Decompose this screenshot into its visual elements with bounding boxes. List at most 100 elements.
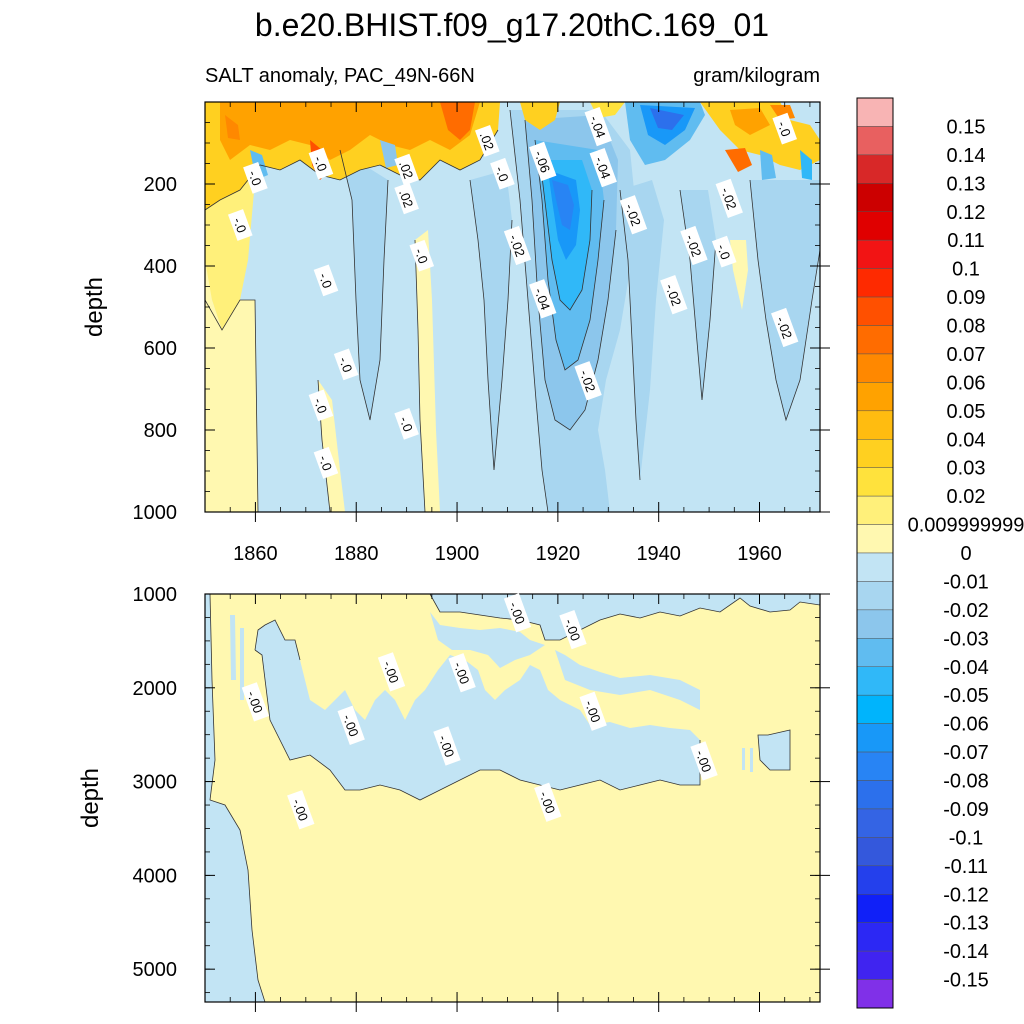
contour-label: -.0 [772, 112, 798, 145]
colorbar-label: 0.14 [947, 145, 986, 167]
lower-contour-labels: -.00 -.00 -.00 -.00 -.00 -.00 -.00 -.00 -.00 -.00… [241, 593, 718, 830]
colorbar-label: -0.04 [943, 657, 989, 679]
colorbar-label: 0.06 [947, 372, 986, 394]
colorbar-label: -0.15 [943, 970, 989, 992]
colorbar-label: -0.1 [949, 827, 983, 849]
colorbar-swatch [856, 609, 894, 639]
colorbar-label: -0.09 [943, 799, 989, 821]
colorbar-label: 0.13 [947, 173, 986, 195]
colorbar-label: 0.09 [947, 287, 986, 309]
contour-label-text: .02 [396, 187, 416, 209]
contour-label: .02 [394, 182, 419, 215]
colorbar-swatch [856, 581, 894, 611]
contour-label-background [584, 106, 612, 147]
contour-label: -.0 [243, 161, 268, 194]
contour-label-text: -.0 [316, 453, 335, 472]
contour-label-text: -.00 [693, 748, 715, 774]
lower-y-tick-label: 1000 [133, 584, 178, 606]
colorbar-swatches [856, 97, 894, 1009]
colorbar-swatch [856, 723, 894, 753]
colorbar-swatch [856, 751, 894, 781]
colorbar-label: 0.009999999 [908, 515, 1024, 537]
colorbar-label: -0.14 [943, 941, 989, 963]
colorbar: 0.15 0.14 0.13 0.12 0.11 0.1 0.09 0.08 0.07 0.06 0… [856, 97, 1024, 1009]
contour-label: -.00 [579, 691, 607, 731]
contour-label: -.00 [690, 741, 718, 781]
colorbar-label: -0.02 [943, 600, 989, 622]
colorbar-swatch [856, 638, 894, 667]
contour-label: -.0 [308, 389, 334, 422]
colorbar-swatch [856, 126, 894, 156]
colorbar-label: -0.03 [943, 628, 989, 650]
colorbar-swatch [856, 382, 894, 412]
colorbar-swatch [856, 410, 894, 440]
colorbar-swatch [856, 808, 894, 838]
contour-label-text: -.02 [683, 233, 705, 259]
x-tick-label: 1900 [435, 543, 480, 565]
contour-label: -.0 [308, 147, 334, 180]
contour-label-background [559, 609, 587, 650]
contour-label-background [771, 307, 799, 348]
contour-label-text: -.0 [714, 242, 733, 261]
upper-axis-ticks: 200 400 600 800 1000 [133, 101, 830, 524]
colorbar-swatch [856, 666, 894, 696]
upper-contour-field [205, 102, 820, 512]
x-axis-tick-labels: 1860 1880 1900 1920 1940 1960 [233, 543, 782, 565]
contour-label-text: -.0 [336, 355, 355, 374]
lower-y-tick-label: 4000 [133, 865, 178, 887]
upper-contour-labels: -.04 -.0 .02 -.06 -.0 .02 -.04 -.0 -.0 .02 -.02 -.0… [227, 106, 799, 479]
contour-label-text: -.0 [492, 164, 511, 183]
x-tick-label: 1860 [233, 543, 278, 565]
contour-label-text: -.0 [311, 154, 330, 173]
contour-label-background [579, 691, 607, 731]
contour-label: -.0 [313, 446, 339, 479]
colorbar-label: -0.06 [943, 714, 989, 736]
colorbar-swatch [856, 97, 894, 127]
lower-axis-ticks: 1000 2000 3000 4000 5000 [133, 584, 830, 1012]
contour-label-text: -.04 [592, 155, 614, 181]
colorbar-swatch [856, 439, 894, 468]
colorbar-swatch [856, 183, 894, 212]
colorbar-swatch [856, 837, 894, 867]
colorbar-label: 0.11 [947, 230, 984, 252]
contour-label-background [433, 726, 461, 766]
contour-label-background [337, 705, 365, 745]
lower-plot-frame [204, 593, 821, 1003]
contour-label-background [690, 741, 718, 781]
colorbar-label: -0.13 [943, 913, 989, 935]
contour-label-background [287, 790, 315, 830]
colorbar-swatch [856, 552, 894, 582]
colorbar-swatch [856, 865, 894, 895]
colorbar-frame [856, 97, 894, 1009]
contour-label: -.00 [433, 726, 461, 766]
contour-label-background [660, 275, 688, 315]
contour-label-background [619, 195, 648, 235]
contour-label-text: -.02 [577, 368, 599, 394]
contour-label-background [377, 652, 406, 692]
contour-label: -.0 [333, 348, 359, 381]
contour-label-text: -.0 [775, 119, 794, 138]
contour-label-background [333, 348, 359, 381]
lower-contour-field [205, 594, 820, 1002]
upper-y-tick-label: 800 [144, 420, 177, 442]
lower-y-tick-label: 3000 [133, 772, 178, 794]
lower-y-tick-label: 5000 [133, 959, 178, 981]
colorbar-swatch [856, 239, 894, 269]
contour-label: -.00 [448, 653, 476, 693]
colorbar-label: -0.08 [943, 771, 989, 793]
colorbar-label: 0.08 [947, 316, 986, 338]
contour-label-background [308, 147, 334, 180]
contour-label-background [308, 389, 334, 422]
colorbar-swatch [856, 467, 894, 497]
contour-label: -.00 [377, 652, 406, 692]
contour-label: -.0 [409, 239, 435, 272]
contour-label-background [711, 235, 737, 268]
contour-label: -.04 [584, 106, 612, 147]
contour-label: -.00 [241, 682, 270, 722]
x-tick-label: 1880 [334, 543, 379, 565]
contour-label: -.00 [337, 705, 365, 745]
colorbar-swatch [856, 780, 894, 810]
contour-label: -.0 [711, 235, 737, 268]
